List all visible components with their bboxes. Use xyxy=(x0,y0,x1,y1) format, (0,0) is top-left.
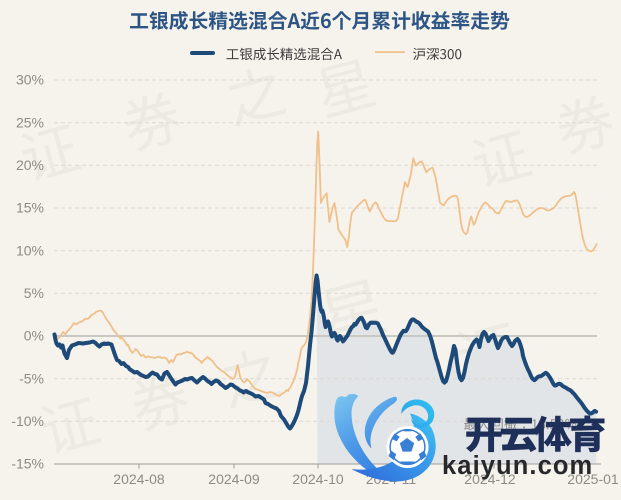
svg-text:0%: 0% xyxy=(24,328,44,344)
svg-text:2025-01: 2025-01 xyxy=(567,471,619,487)
svg-text:5%: 5% xyxy=(24,285,44,301)
svg-text:2024-12: 2024-12 xyxy=(464,471,516,487)
svg-text:25%: 25% xyxy=(16,114,44,130)
svg-text:kaiyun.com: kaiyun.com xyxy=(442,452,593,480)
svg-text:20%: 20% xyxy=(16,157,44,173)
svg-text:30%: 30% xyxy=(16,72,44,88)
svg-text:10%: 10% xyxy=(16,242,44,258)
svg-text:2024-10: 2024-10 xyxy=(292,471,344,487)
svg-text:2024-09: 2024-09 xyxy=(208,471,260,487)
svg-text:-10%: -10% xyxy=(11,413,44,429)
svg-text:2024-08: 2024-08 xyxy=(113,471,165,487)
svg-text:-15%: -15% xyxy=(11,456,44,472)
svg-text:15%: 15% xyxy=(16,200,44,216)
svg-text:-5%: -5% xyxy=(19,370,44,386)
